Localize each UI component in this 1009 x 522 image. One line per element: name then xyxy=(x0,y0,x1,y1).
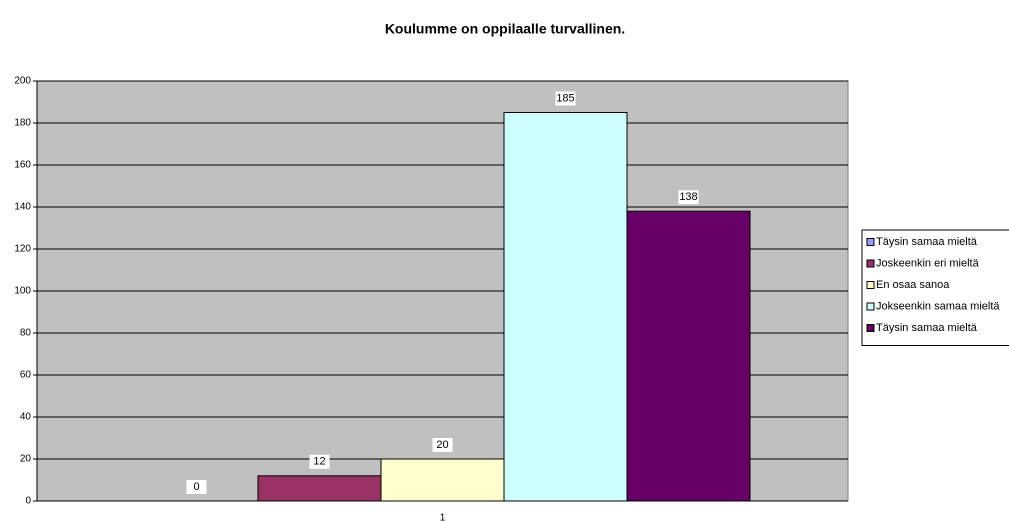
legend-swatch xyxy=(866,238,875,246)
legend-label: Jokseenkin samaa mieltä xyxy=(876,300,1000,312)
y-tick-label: 200 xyxy=(14,76,31,87)
value-label-bg xyxy=(309,454,330,469)
legend-swatch xyxy=(866,302,875,311)
y-tick-label: 180 xyxy=(14,118,31,129)
y-tick-label: 20 xyxy=(20,454,32,465)
legend-swatch xyxy=(866,259,875,268)
y-tick-label: 140 xyxy=(14,202,31,213)
value-label-bg xyxy=(432,438,453,452)
value-label: 12 xyxy=(313,456,325,468)
bar xyxy=(626,210,751,502)
value-label: 20 xyxy=(436,439,448,451)
value-label: 185 xyxy=(556,92,574,104)
y-tick-label: 100 xyxy=(14,286,31,297)
value-label-bg xyxy=(555,91,576,106)
y-tick-label: 160 xyxy=(14,160,31,171)
value-label: 138 xyxy=(679,191,697,203)
value-label-bg xyxy=(186,480,207,494)
y-tick-label: 40 xyxy=(20,412,32,423)
legend-label: En osaa sanoa xyxy=(876,279,950,291)
legend-label: Täysin samaa mieltä xyxy=(876,322,978,334)
y-tick-label: 60 xyxy=(20,370,32,381)
bar xyxy=(503,112,628,502)
legend-label: Joskeenkin eri mieltä xyxy=(876,257,980,269)
legend-swatch xyxy=(866,281,875,289)
value-label: 0 xyxy=(193,481,199,493)
bar xyxy=(257,475,382,502)
y-tick-label: 120 xyxy=(14,244,31,255)
chart-title: Koulumme on oppilaalle turvallinen. xyxy=(385,21,625,37)
x-tick-label: 1 xyxy=(440,513,446,522)
bar xyxy=(380,458,505,502)
legend-swatch xyxy=(866,324,875,332)
y-tick-label: 0 xyxy=(25,496,31,507)
legend-label: Täysin samaa mieltä xyxy=(876,236,978,248)
legend-box xyxy=(861,229,1009,346)
value-label-bg xyxy=(678,190,699,205)
y-tick-label: 80 xyxy=(20,328,32,339)
